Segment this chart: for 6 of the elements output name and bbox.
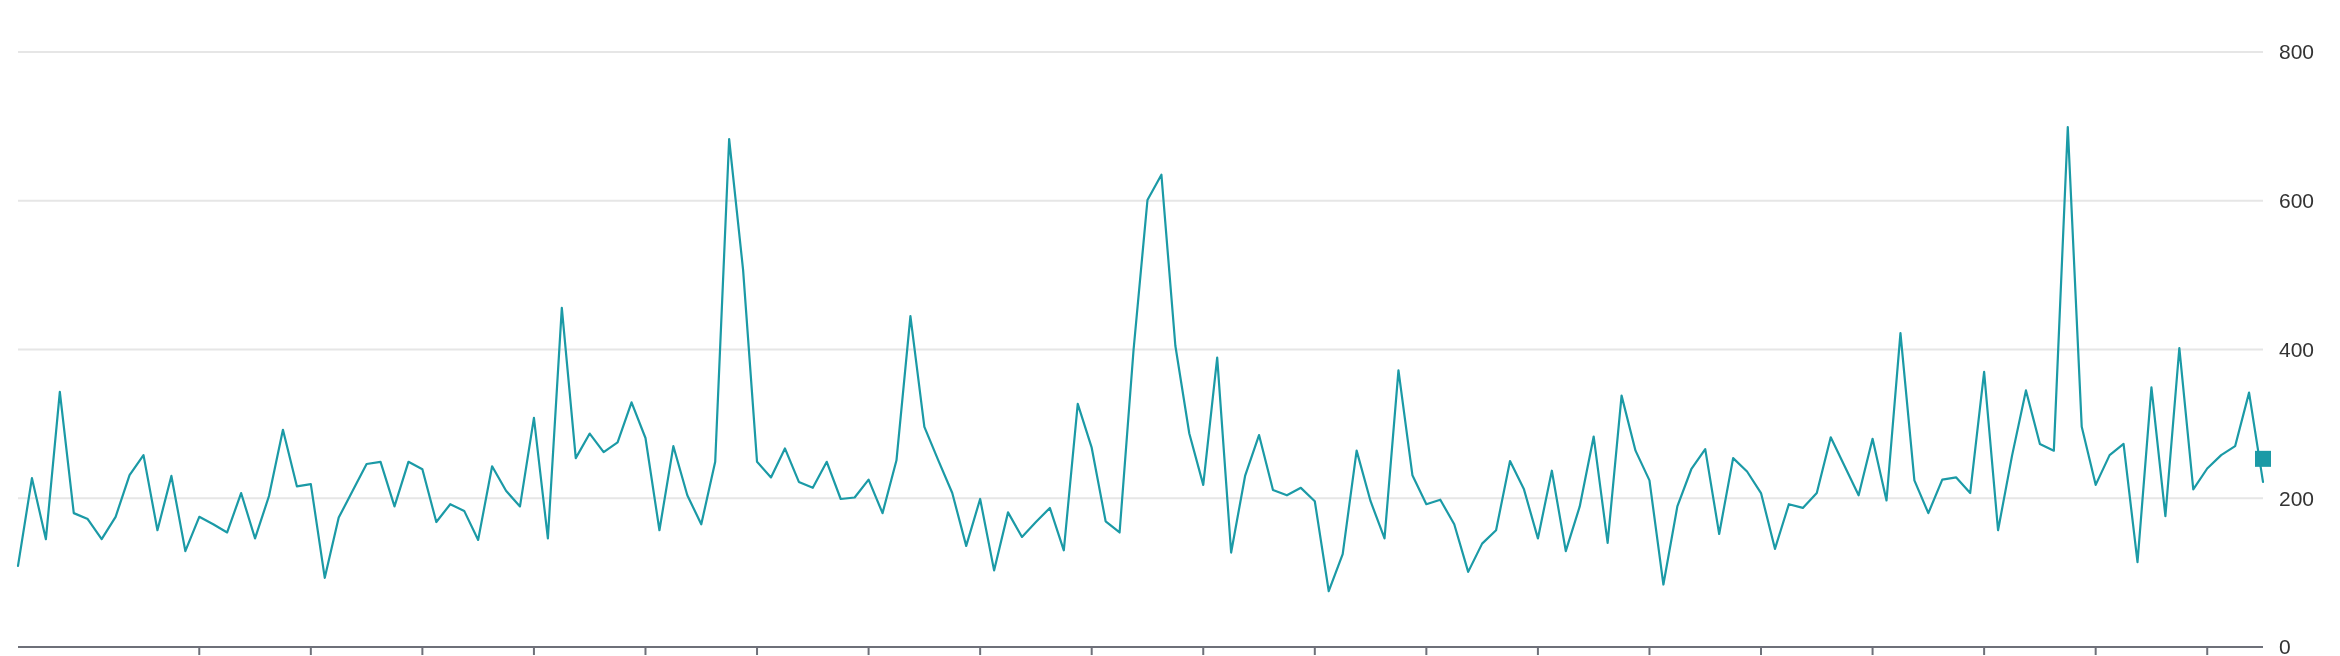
y-tick-label: 0 xyxy=(2279,635,2291,656)
line-series xyxy=(16,126,2265,593)
y-tick-label: 600 xyxy=(2279,189,2315,213)
y-tick-label: 200 xyxy=(2279,486,2315,510)
y-tick-label: 800 xyxy=(2279,40,2315,64)
y-tick-label: 400 xyxy=(2279,337,2315,361)
